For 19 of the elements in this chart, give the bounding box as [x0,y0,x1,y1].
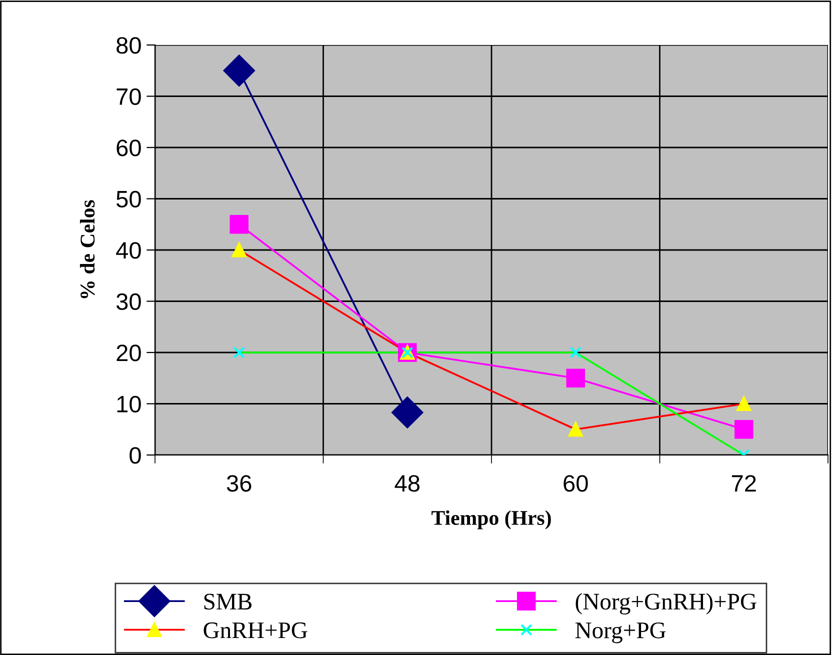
y-tick-label: 10 [117,396,141,413]
y-axis-title: % de Celos [80,200,95,298]
y-tick-label: 60 [116,140,141,156]
x-tick-label: 60 [564,475,588,492]
y-tick-label: 0 [130,447,141,464]
x-axis-title: Tiempo (Hrs) [432,510,551,530]
y-tick-label: 80 [116,37,141,54]
y-tick-label: 70 [116,88,141,106]
legend-label: Norg+PG [575,622,666,644]
x-tick-label: 36 [226,475,252,492]
legend-label: GnRH+PG [204,622,308,638]
x-tick-label: 72 [732,475,756,492]
x-tick-label: 48 [394,475,420,492]
y-tick-label: 30 [116,293,141,310]
y-tick-label: 20 [116,344,141,362]
y-tick-label: 50 [116,190,141,208]
legend-label: SMB [204,594,252,610]
y-tick-label: 40 [116,242,141,259]
legend-label: (Norg+GnRH)+PG [576,593,756,614]
